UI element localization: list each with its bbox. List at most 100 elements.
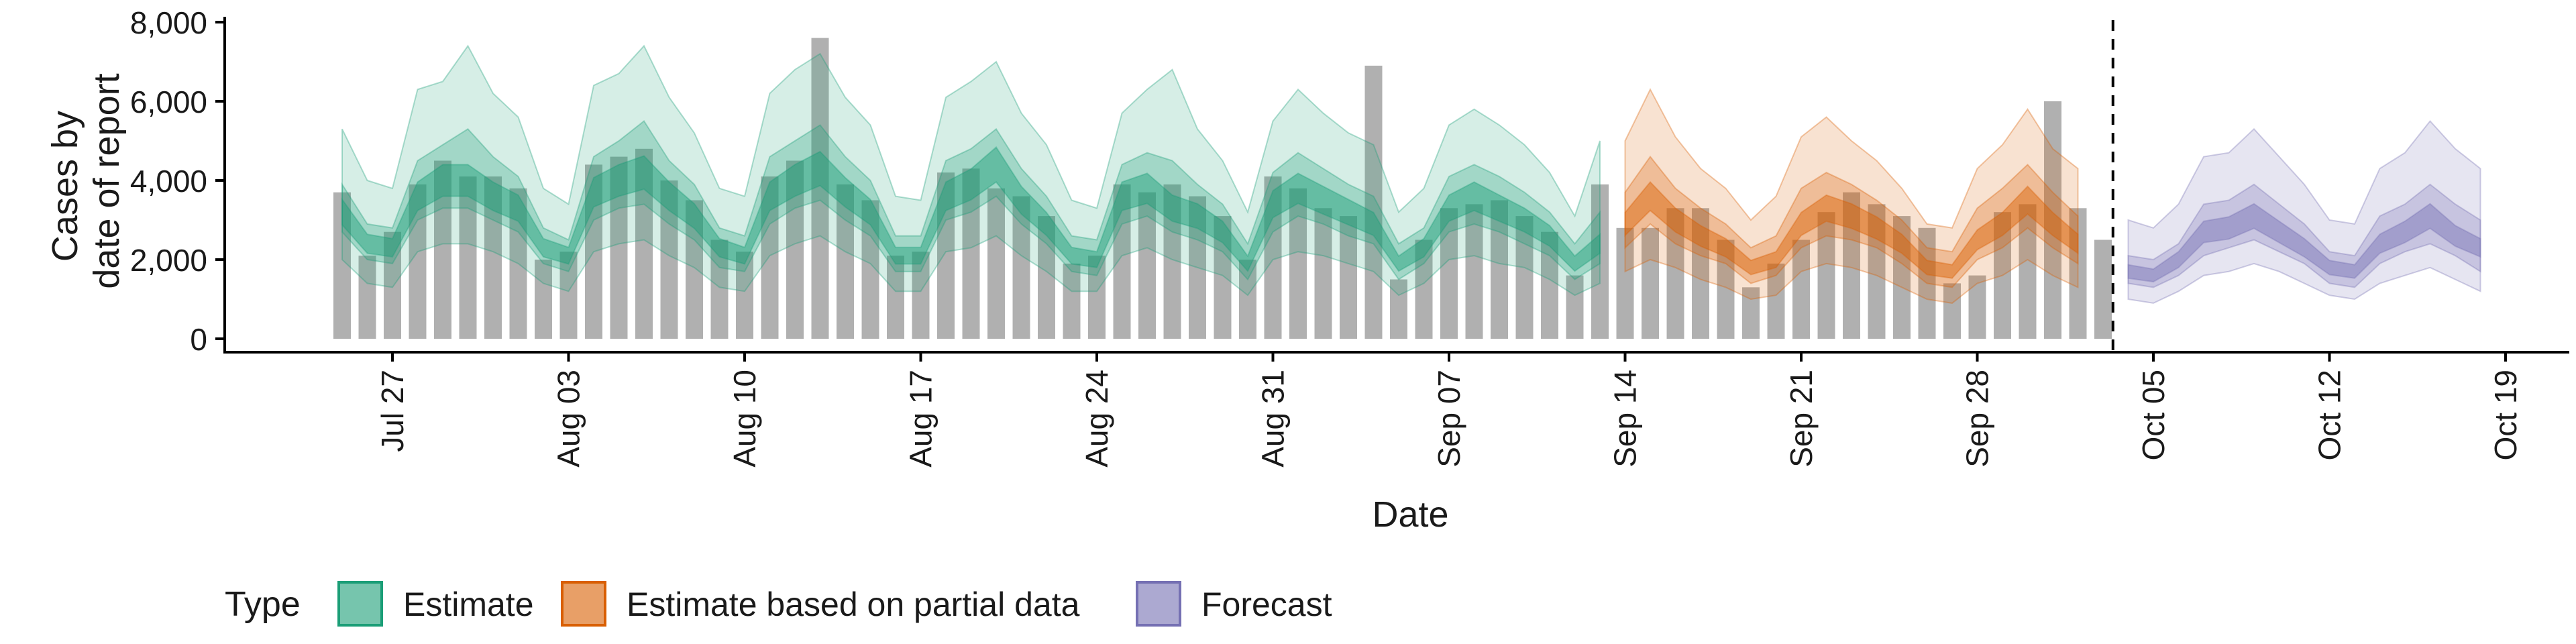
bar-reported-3 xyxy=(409,184,427,339)
bar-reported-2 xyxy=(384,231,401,339)
bar-reported-48 xyxy=(1541,231,1558,339)
bar-reported-41 xyxy=(1364,65,1383,339)
bar-reported-16 xyxy=(736,252,753,339)
y-tick-label-4: 8,000 xyxy=(130,5,207,40)
legend-swatch-1 xyxy=(561,581,606,627)
bar-reported-1 xyxy=(358,256,376,339)
bar-reported-19 xyxy=(811,38,829,339)
bar-reported-59 xyxy=(1817,212,1835,339)
x-tick-label-11: Oct 12 xyxy=(2312,370,2347,461)
bar-reported-36 xyxy=(1239,260,1256,339)
bar-reported-22 xyxy=(887,256,904,339)
x-tick-label-7: Sep 14 xyxy=(1608,370,1643,468)
x-axis-label: Date xyxy=(1372,494,1448,535)
bar-reported-29 xyxy=(1063,263,1081,339)
bar-reported-63 xyxy=(1918,227,1936,339)
bar-reported-23 xyxy=(912,252,930,339)
bar-reported-6 xyxy=(484,176,502,339)
forecast-ci90 xyxy=(2127,119,2481,304)
bar-reported-62 xyxy=(1893,216,1911,339)
legend-swatch-2 xyxy=(1136,581,1181,627)
bar-reported-15 xyxy=(710,239,729,339)
bar-reported-34 xyxy=(1189,196,1206,339)
estimate-partial-ci90 xyxy=(1624,88,2079,304)
forecast-ci50 xyxy=(2127,183,2481,288)
bar-reported-55 xyxy=(1717,239,1735,339)
bar-reported-37 xyxy=(1264,176,1282,339)
estimate-partial-ci50 xyxy=(1624,155,2079,288)
x-tick-label-9: Sep 28 xyxy=(1960,370,1995,468)
bar-reported-32 xyxy=(1138,192,1156,339)
bar-reported-25 xyxy=(962,168,980,339)
bar-reported-61 xyxy=(1868,204,1886,339)
bar-reported-8 xyxy=(535,260,552,339)
bar-reported-20 xyxy=(837,184,854,339)
x-tick-label-10: Oct 05 xyxy=(2136,370,2171,461)
bar-reported-50 xyxy=(1591,184,1609,339)
y-axis-label-line-1: Cases by xyxy=(45,111,85,262)
estimate-ci90 xyxy=(341,44,1601,297)
y-tick-label-0: 0 xyxy=(190,322,207,357)
bar-reported-54 xyxy=(1692,208,1709,339)
bar-reported-56 xyxy=(1742,287,1760,339)
bar-reported-28 xyxy=(1038,216,1055,339)
y-tick-label-2: 4,000 xyxy=(130,164,207,199)
y-axis-label-line-2: date of report xyxy=(87,73,127,288)
bar-reported-21 xyxy=(861,200,879,339)
reported-cases-bars xyxy=(333,38,2112,339)
bar-reported-12 xyxy=(635,148,653,339)
estimate-ci50 xyxy=(341,120,1601,281)
bar-reported-49 xyxy=(1566,275,1584,339)
x-tick-label-8: Sep 21 xyxy=(1784,370,1819,468)
bar-reported-7 xyxy=(509,188,527,339)
legend-label-2: Forecast xyxy=(1201,586,1332,623)
bar-reported-68 xyxy=(2044,101,2061,339)
forecast-median-band xyxy=(2127,203,2481,283)
bar-reported-67 xyxy=(2019,204,2037,339)
estimate-partial-median-band xyxy=(1624,180,2079,279)
x-tick-label-3: Aug 17 xyxy=(904,370,938,468)
bar-reported-45 xyxy=(1465,204,1483,339)
bar-reported-0 xyxy=(333,192,351,339)
bar-reported-66 xyxy=(1994,212,2011,339)
legend: Type Estimate Estimate based on partial da… xyxy=(225,581,1332,627)
bar-reported-58 xyxy=(1792,239,1810,339)
bar-reported-35 xyxy=(1214,216,1232,339)
bar-reported-30 xyxy=(1088,256,1106,339)
x-tick-label-5: Aug 31 xyxy=(1256,370,1291,468)
y-tick-label-3: 6,000 xyxy=(130,85,207,119)
x-tick-label-2: Aug 10 xyxy=(727,370,762,468)
x-tick-label-4: Aug 24 xyxy=(1079,370,1114,468)
bar-reported-47 xyxy=(1515,216,1534,339)
estimate-median-band xyxy=(341,146,1601,272)
legend-title: Type xyxy=(225,585,301,624)
x-tick-label-12: Oct 19 xyxy=(2488,370,2523,461)
bar-reported-5 xyxy=(459,176,477,339)
bar-reported-17 xyxy=(761,176,779,339)
bar-reported-13 xyxy=(660,180,678,339)
bar-reported-43 xyxy=(1415,239,1433,339)
bar-reported-44 xyxy=(1440,208,1458,339)
y-axis-label: Cases by date of report xyxy=(45,73,127,288)
bar-reported-57 xyxy=(1767,263,1785,339)
bar-reported-14 xyxy=(686,200,703,339)
bar-reported-31 xyxy=(1113,184,1131,339)
legend-swatch-0 xyxy=(337,581,383,627)
bar-reported-52 xyxy=(1642,227,1659,339)
bar-reported-11 xyxy=(610,156,628,339)
legend-label-1: Estimate based on partial data xyxy=(627,586,1080,623)
bar-reported-42 xyxy=(1390,279,1407,339)
bar-reported-65 xyxy=(1968,275,1986,339)
bar-reported-9 xyxy=(559,252,578,339)
bar-reported-27 xyxy=(1012,196,1030,339)
bar-reported-10 xyxy=(585,164,602,339)
bar-reported-69 xyxy=(2069,208,2087,339)
x-tick-label-6: Sep 07 xyxy=(1432,370,1466,468)
bar-reported-33 xyxy=(1163,184,1181,339)
axes: 0 2,000 4,000 6,000 8,000 Jul 27 Aug 03 Aug 10 A… xyxy=(130,5,2569,468)
legend-label-0: Estimate xyxy=(403,586,534,623)
bar-reported-26 xyxy=(987,188,1005,339)
estimate-ribbons xyxy=(341,44,2481,304)
bar-reported-70 xyxy=(2094,239,2112,339)
